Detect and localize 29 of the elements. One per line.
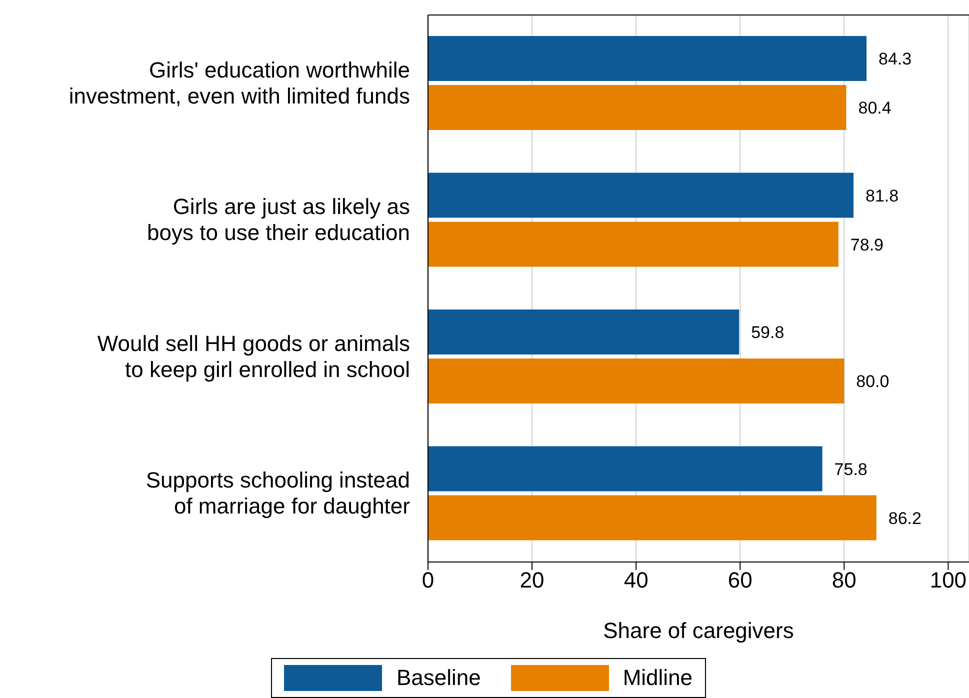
legend-label: Midline [622, 665, 693, 691]
data-label: 86.2 [888, 508, 922, 528]
bar [428, 85, 846, 130]
x-axis-title: Share of caregivers [603, 618, 794, 643]
x-tick-label: 60 [728, 568, 752, 593]
bar [428, 222, 838, 267]
x-tick-label: 40 [624, 568, 648, 593]
bar [428, 310, 740, 354]
bar [428, 172, 854, 218]
bar [428, 495, 876, 540]
legend-label: Baseline [396, 665, 481, 691]
y-tick-label: Supports schooling instead of marriage for daughter [146, 468, 410, 519]
data-label: 80.4 [858, 98, 892, 118]
bar [428, 36, 867, 81]
bar [428, 358, 844, 404]
bar [428, 446, 822, 492]
data-label: 78.9 [850, 235, 884, 254]
data-label: 59.8 [751, 323, 784, 342]
x-tick-label: 100 [930, 568, 967, 593]
y-tick-label: Girls' education worthwhile investment, even with limited funds [68, 57, 410, 108]
data-label: 81.8 [866, 186, 899, 206]
data-label: 75.8 [834, 460, 868, 479]
y-tick-label: Would sell HH goods or animals to keep girl enrolled in school [97, 330, 410, 382]
x-tick-label: 0 [422, 568, 434, 593]
x-tick-label: 80 [832, 568, 856, 593]
y-tick-label: Girls are just as likely as boys to use their education [147, 194, 410, 246]
data-label: 80.0 [856, 372, 890, 392]
x-tick-label: 20 [520, 568, 544, 593]
data-label: 84.3 [878, 50, 912, 69]
